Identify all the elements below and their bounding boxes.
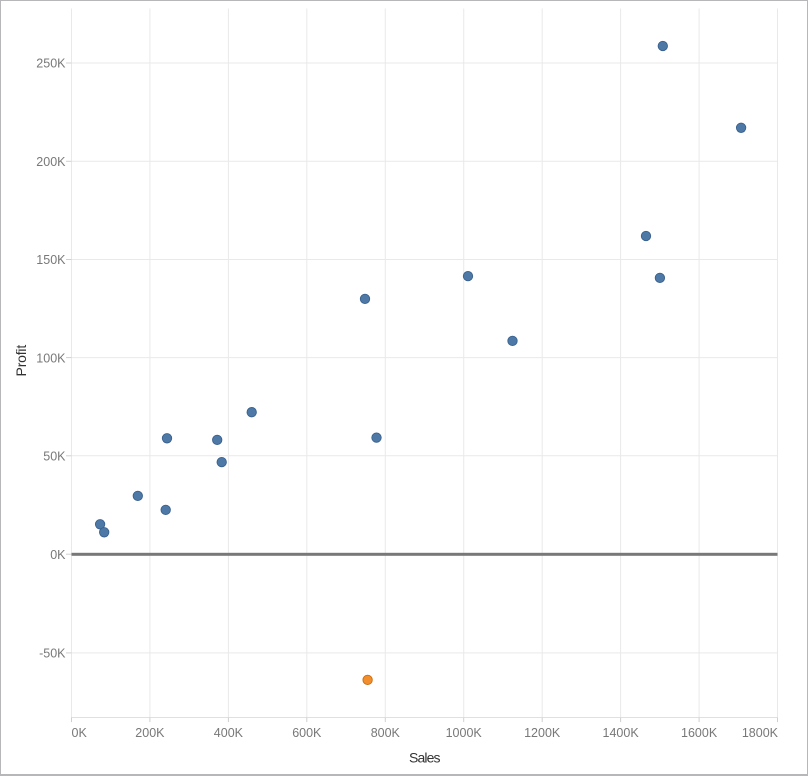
- svg-text:Sales: Sales: [409, 749, 440, 765]
- svg-text:50K: 50K: [43, 450, 66, 464]
- svg-text:Profit: Profit: [13, 345, 29, 377]
- svg-text:250K: 250K: [36, 57, 66, 71]
- svg-text:0K: 0K: [72, 726, 88, 740]
- svg-text:100K: 100K: [36, 351, 66, 365]
- svg-text:800K: 800K: [371, 726, 401, 740]
- svg-text:1800K: 1800K: [742, 726, 779, 740]
- svg-text:1400K: 1400K: [603, 726, 640, 740]
- svg-text:200K: 200K: [135, 726, 165, 740]
- svg-text:1200K: 1200K: [524, 726, 561, 740]
- svg-text:1000K: 1000K: [446, 726, 483, 740]
- svg-text:0K: 0K: [50, 548, 66, 562]
- svg-text:200K: 200K: [36, 155, 66, 169]
- svg-text:150K: 150K: [36, 253, 66, 267]
- svg-text:400K: 400K: [214, 726, 244, 740]
- svg-text:-50K: -50K: [39, 647, 66, 661]
- svg-text:1600K: 1600K: [681, 726, 718, 740]
- svg-text:600K: 600K: [292, 726, 322, 740]
